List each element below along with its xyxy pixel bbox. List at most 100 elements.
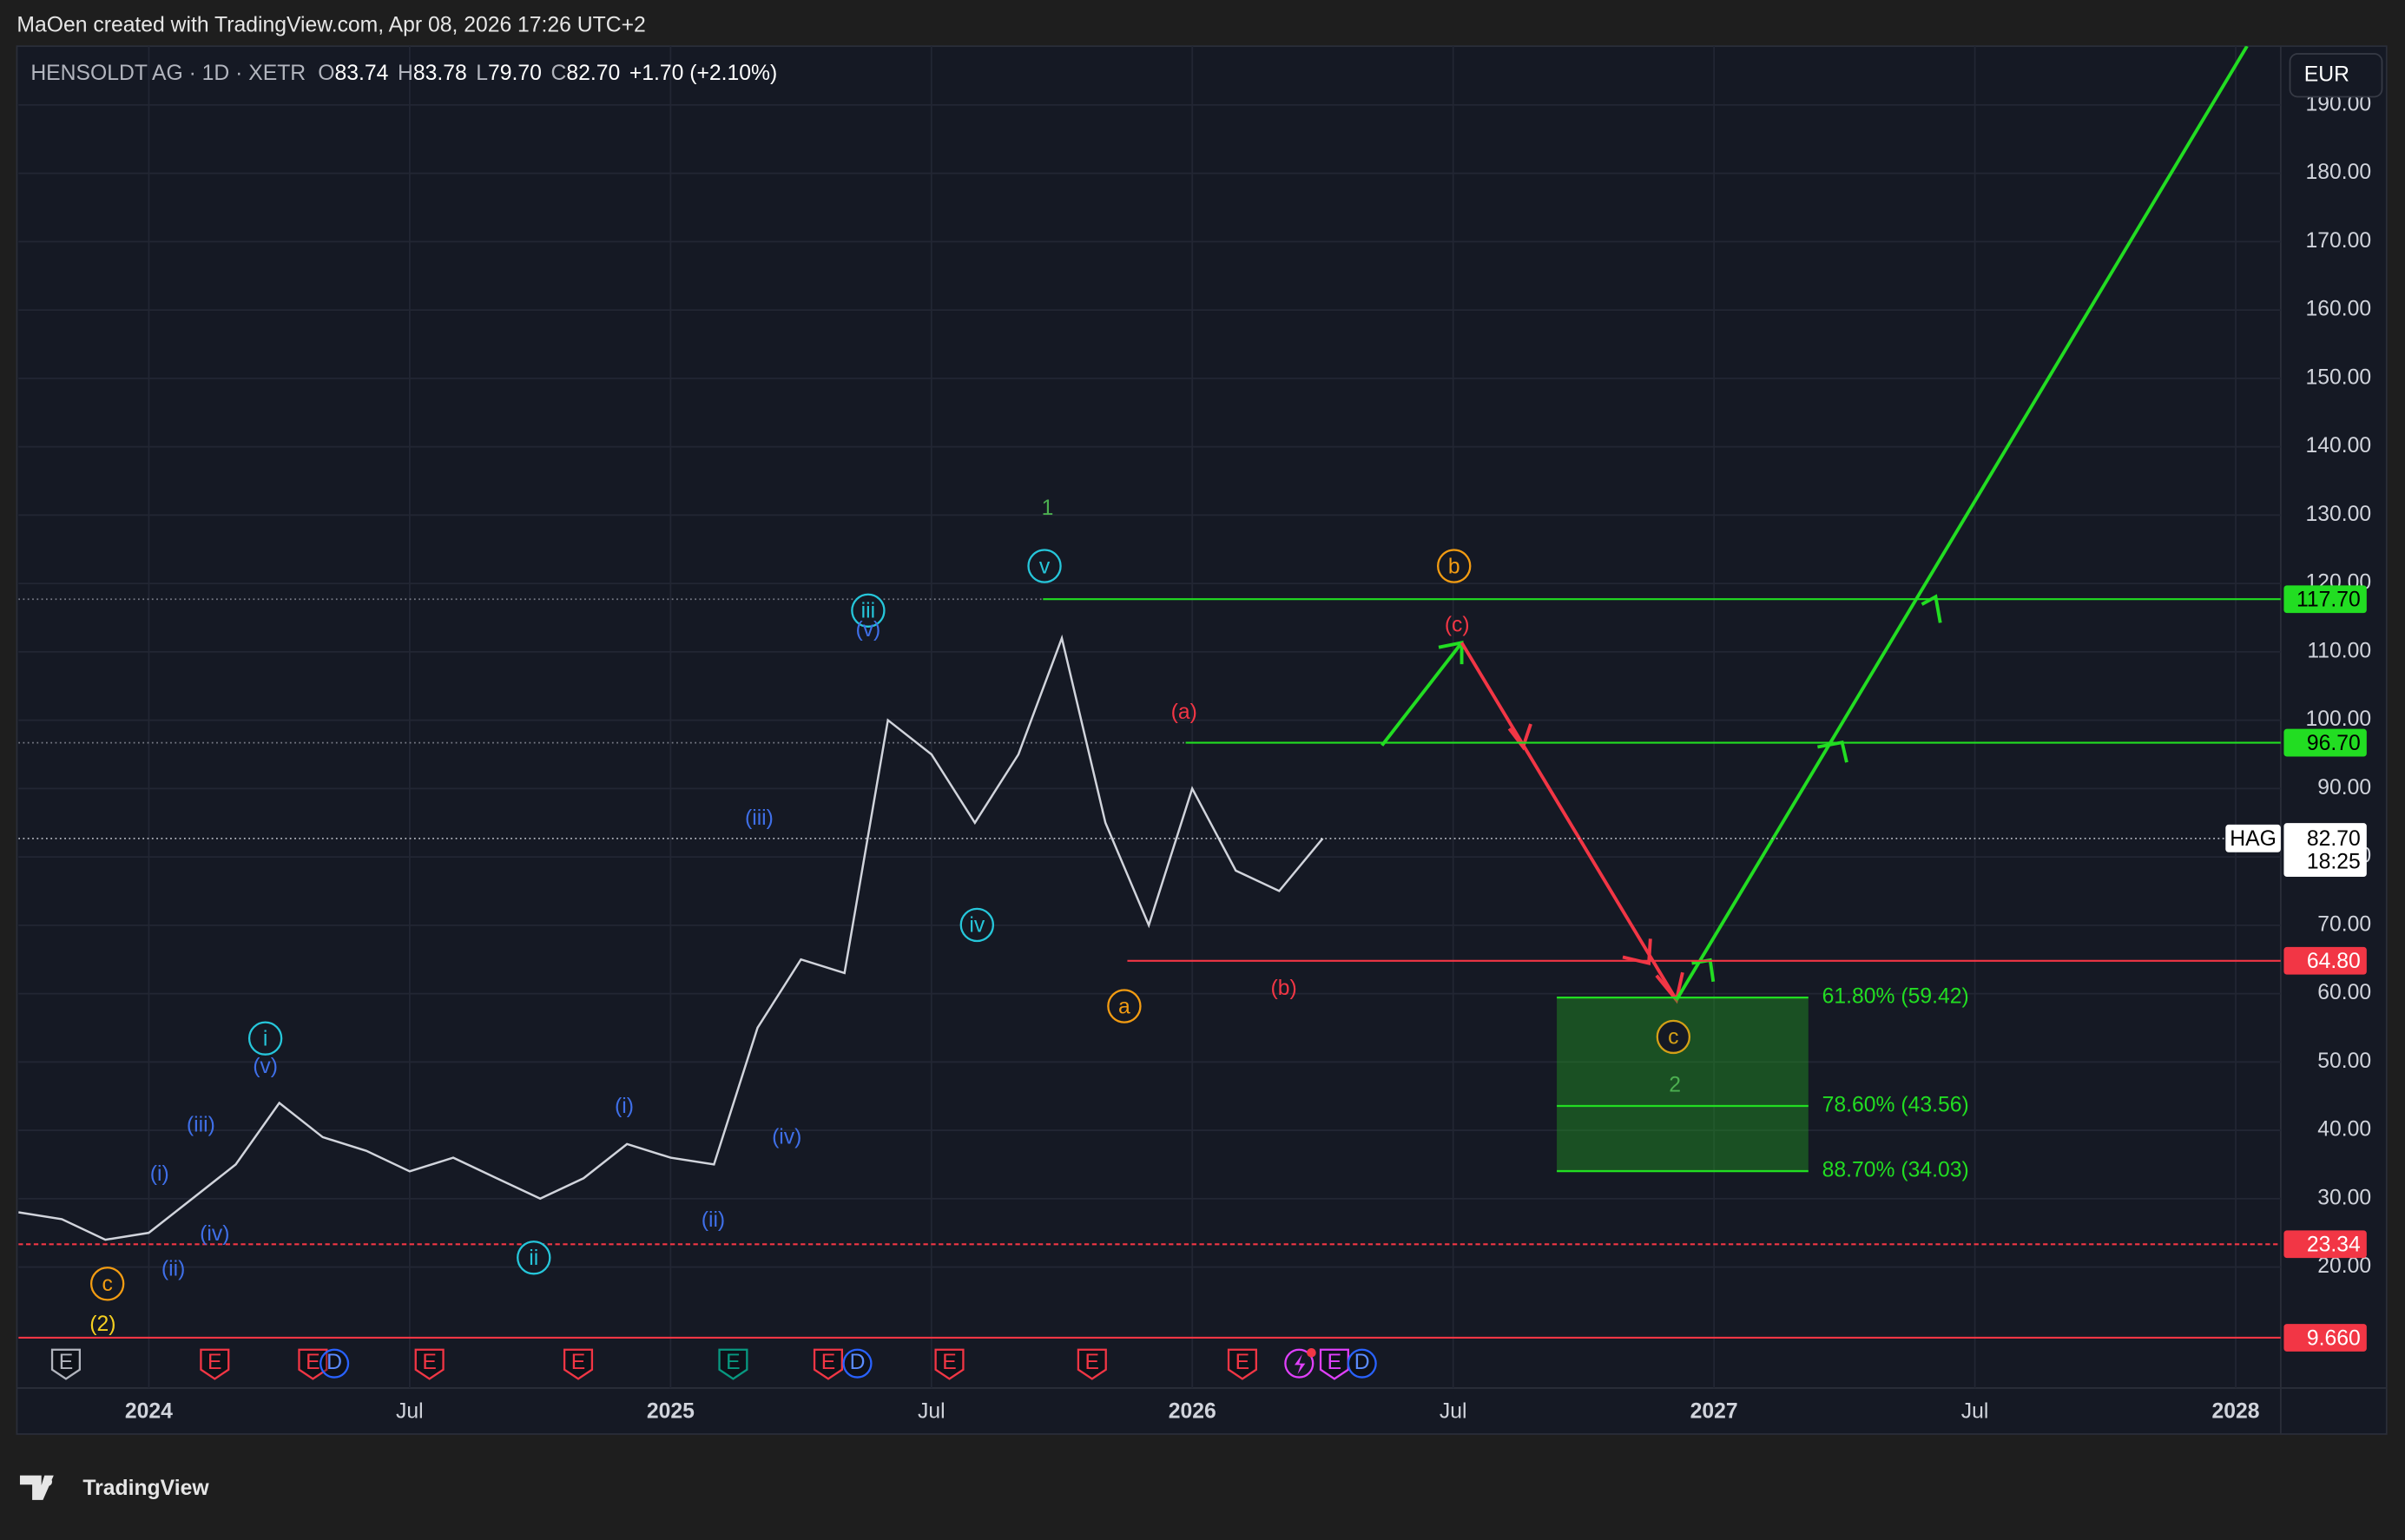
- wave-circle: [517, 1241, 551, 1275]
- wave-label: c: [102, 1273, 112, 1296]
- arrowhead: [1622, 938, 1652, 966]
- ohlc-value: 82.70: [566, 62, 620, 85]
- wave-label: (iv): [200, 1222, 229, 1246]
- grid: [18, 46, 2281, 1388]
- arrowhead: [1655, 971, 1684, 1004]
- wave-circle: [1656, 1019, 1691, 1055]
- earnings-badge: [563, 1348, 594, 1380]
- y-tick-label: 60.00: [2317, 981, 2371, 1004]
- earnings-badge: [1227, 1348, 1257, 1380]
- wave-label: (i): [615, 1095, 634, 1118]
- fib-label: 61.80% (59.42): [1822, 985, 1969, 1009]
- earnings-label: E: [726, 1351, 740, 1374]
- logo: TradingView: [19, 1475, 209, 1500]
- wave-label: (c): [1445, 613, 1470, 636]
- brand: TradingView: [82, 1477, 209, 1500]
- wave-label: (i): [150, 1162, 169, 1186]
- earnings-label: E: [422, 1351, 436, 1374]
- wave-label: (v): [855, 618, 880, 642]
- y-tick-label: 170.00: [2306, 229, 2372, 253]
- ohlc-value: 79.70: [488, 62, 542, 85]
- wave-label: (ii): [161, 1257, 185, 1280]
- x-tick-label: Jul: [396, 1400, 424, 1424]
- ohlc-key: O: [318, 62, 334, 85]
- earnings-badge: [50, 1348, 82, 1380]
- overlay: 20.0030.0040.0050.0060.0070.0080.0090.00…: [50, 92, 2372, 1424]
- y-tick-label: 20.00: [2317, 1254, 2371, 1278]
- level-label: 9.660: [2307, 1326, 2361, 1350]
- logo-dot: [43, 1477, 53, 1486]
- notify-dot: [1307, 1348, 1316, 1358]
- x-tick-label: 2026: [1169, 1400, 1216, 1424]
- y-tick-label: 110.00: [2307, 639, 2371, 662]
- wave-label: (ii): [702, 1208, 725, 1232]
- wave-label: i: [263, 1027, 268, 1050]
- ohlc-value: 83.78: [413, 62, 467, 85]
- currency: EUR: [2304, 63, 2349, 86]
- wave-label: iii: [861, 600, 875, 623]
- wave-circle: [851, 593, 886, 628]
- ohlc-key: L: [476, 62, 488, 85]
- wave-label: 2: [1669, 1073, 1681, 1096]
- wave-label: a: [1118, 995, 1130, 1018]
- level-label: 117.70: [2296, 589, 2361, 612]
- y-tick-label: 150.00: [2306, 365, 2372, 389]
- dividend-label: D: [326, 1351, 342, 1374]
- projection-down: [1459, 642, 1678, 1001]
- y-tick-label: 50.00: [2317, 1050, 2371, 1073]
- earnings-label: E: [821, 1351, 836, 1374]
- y-tick-label: 40.00: [2317, 1118, 2371, 1142]
- price-line: [18, 634, 1324, 1241]
- dividend-label: D: [1354, 1351, 1370, 1374]
- wave-label: (v): [253, 1055, 278, 1078]
- change: +1.70 (+2.10%): [629, 62, 777, 85]
- earnings-label: E: [1085, 1351, 1100, 1374]
- earnings-badge: [298, 1348, 328, 1380]
- y-tick-label: 160.00: [2306, 298, 2372, 321]
- earnings-badge: [1319, 1348, 1349, 1380]
- split-badge: [1284, 1348, 1315, 1379]
- x-tick-label: Jul: [918, 1400, 946, 1424]
- wave-label: (2): [89, 1313, 115, 1336]
- level-label: 96.70: [2307, 732, 2361, 755]
- dividend-badge: [320, 1348, 350, 1379]
- wave-circle: [1437, 549, 1472, 583]
- earnings-label: E: [208, 1351, 222, 1374]
- earnings-badge: [934, 1348, 965, 1380]
- plot: [18, 46, 2281, 1339]
- wave-label: c: [1668, 1026, 1678, 1050]
- wave-label: ii: [529, 1247, 538, 1270]
- projection-up: [1380, 642, 1464, 747]
- ohlc-value: 83.74: [335, 62, 389, 85]
- wave-label: iv: [969, 914, 985, 938]
- y-tick-label: 90.00: [2317, 776, 2371, 800]
- earnings-badge: [414, 1348, 445, 1380]
- y-tick-label: 30.00: [2317, 1186, 2371, 1209]
- wave-label: b: [1448, 555, 1460, 578]
- wave-circle: [89, 1267, 125, 1301]
- symbol-tag: [2225, 824, 2281, 852]
- symbol-legend: HENSOLDT AG · 1D · XETR O83.74 H83.78 L79.7…: [30, 62, 777, 85]
- dividend-label: D: [850, 1351, 866, 1374]
- wave-label: (a): [1171, 701, 1197, 724]
- ohlc-key: H: [398, 62, 413, 85]
- earnings-label: E: [571, 1351, 585, 1374]
- dividend-badge: [842, 1348, 873, 1379]
- wave-circle: [1027, 549, 1062, 583]
- wave-label: v: [1039, 555, 1051, 578]
- level-tag: [2283, 585, 2367, 614]
- price-tag: [2283, 823, 2367, 877]
- x-tick-label: 2027: [1690, 1400, 1738, 1424]
- y-tick-label: 100.00: [2306, 707, 2372, 731]
- symbol: HENSOLDT AG · 1D · XETR: [30, 62, 306, 85]
- level-label: 23.34: [2307, 1234, 2361, 1257]
- earnings-label: E: [306, 1351, 320, 1374]
- x-tick-label: 2024: [125, 1400, 173, 1424]
- split-icon: [1294, 1354, 1306, 1375]
- earnings-badge: [200, 1348, 230, 1380]
- x-tick-label: 2028: [2212, 1400, 2260, 1424]
- wave-circle: [959, 907, 995, 943]
- projection-up: [1675, 46, 2249, 1001]
- symbol-label: HAG: [2230, 827, 2277, 851]
